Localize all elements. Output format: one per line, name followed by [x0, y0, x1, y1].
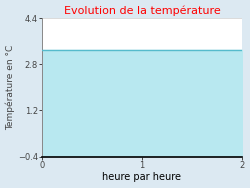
Title: Evolution de la température: Evolution de la température [64, 6, 220, 16]
X-axis label: heure par heure: heure par heure [102, 172, 182, 182]
Y-axis label: Température en °C: Température en °C [6, 45, 15, 130]
